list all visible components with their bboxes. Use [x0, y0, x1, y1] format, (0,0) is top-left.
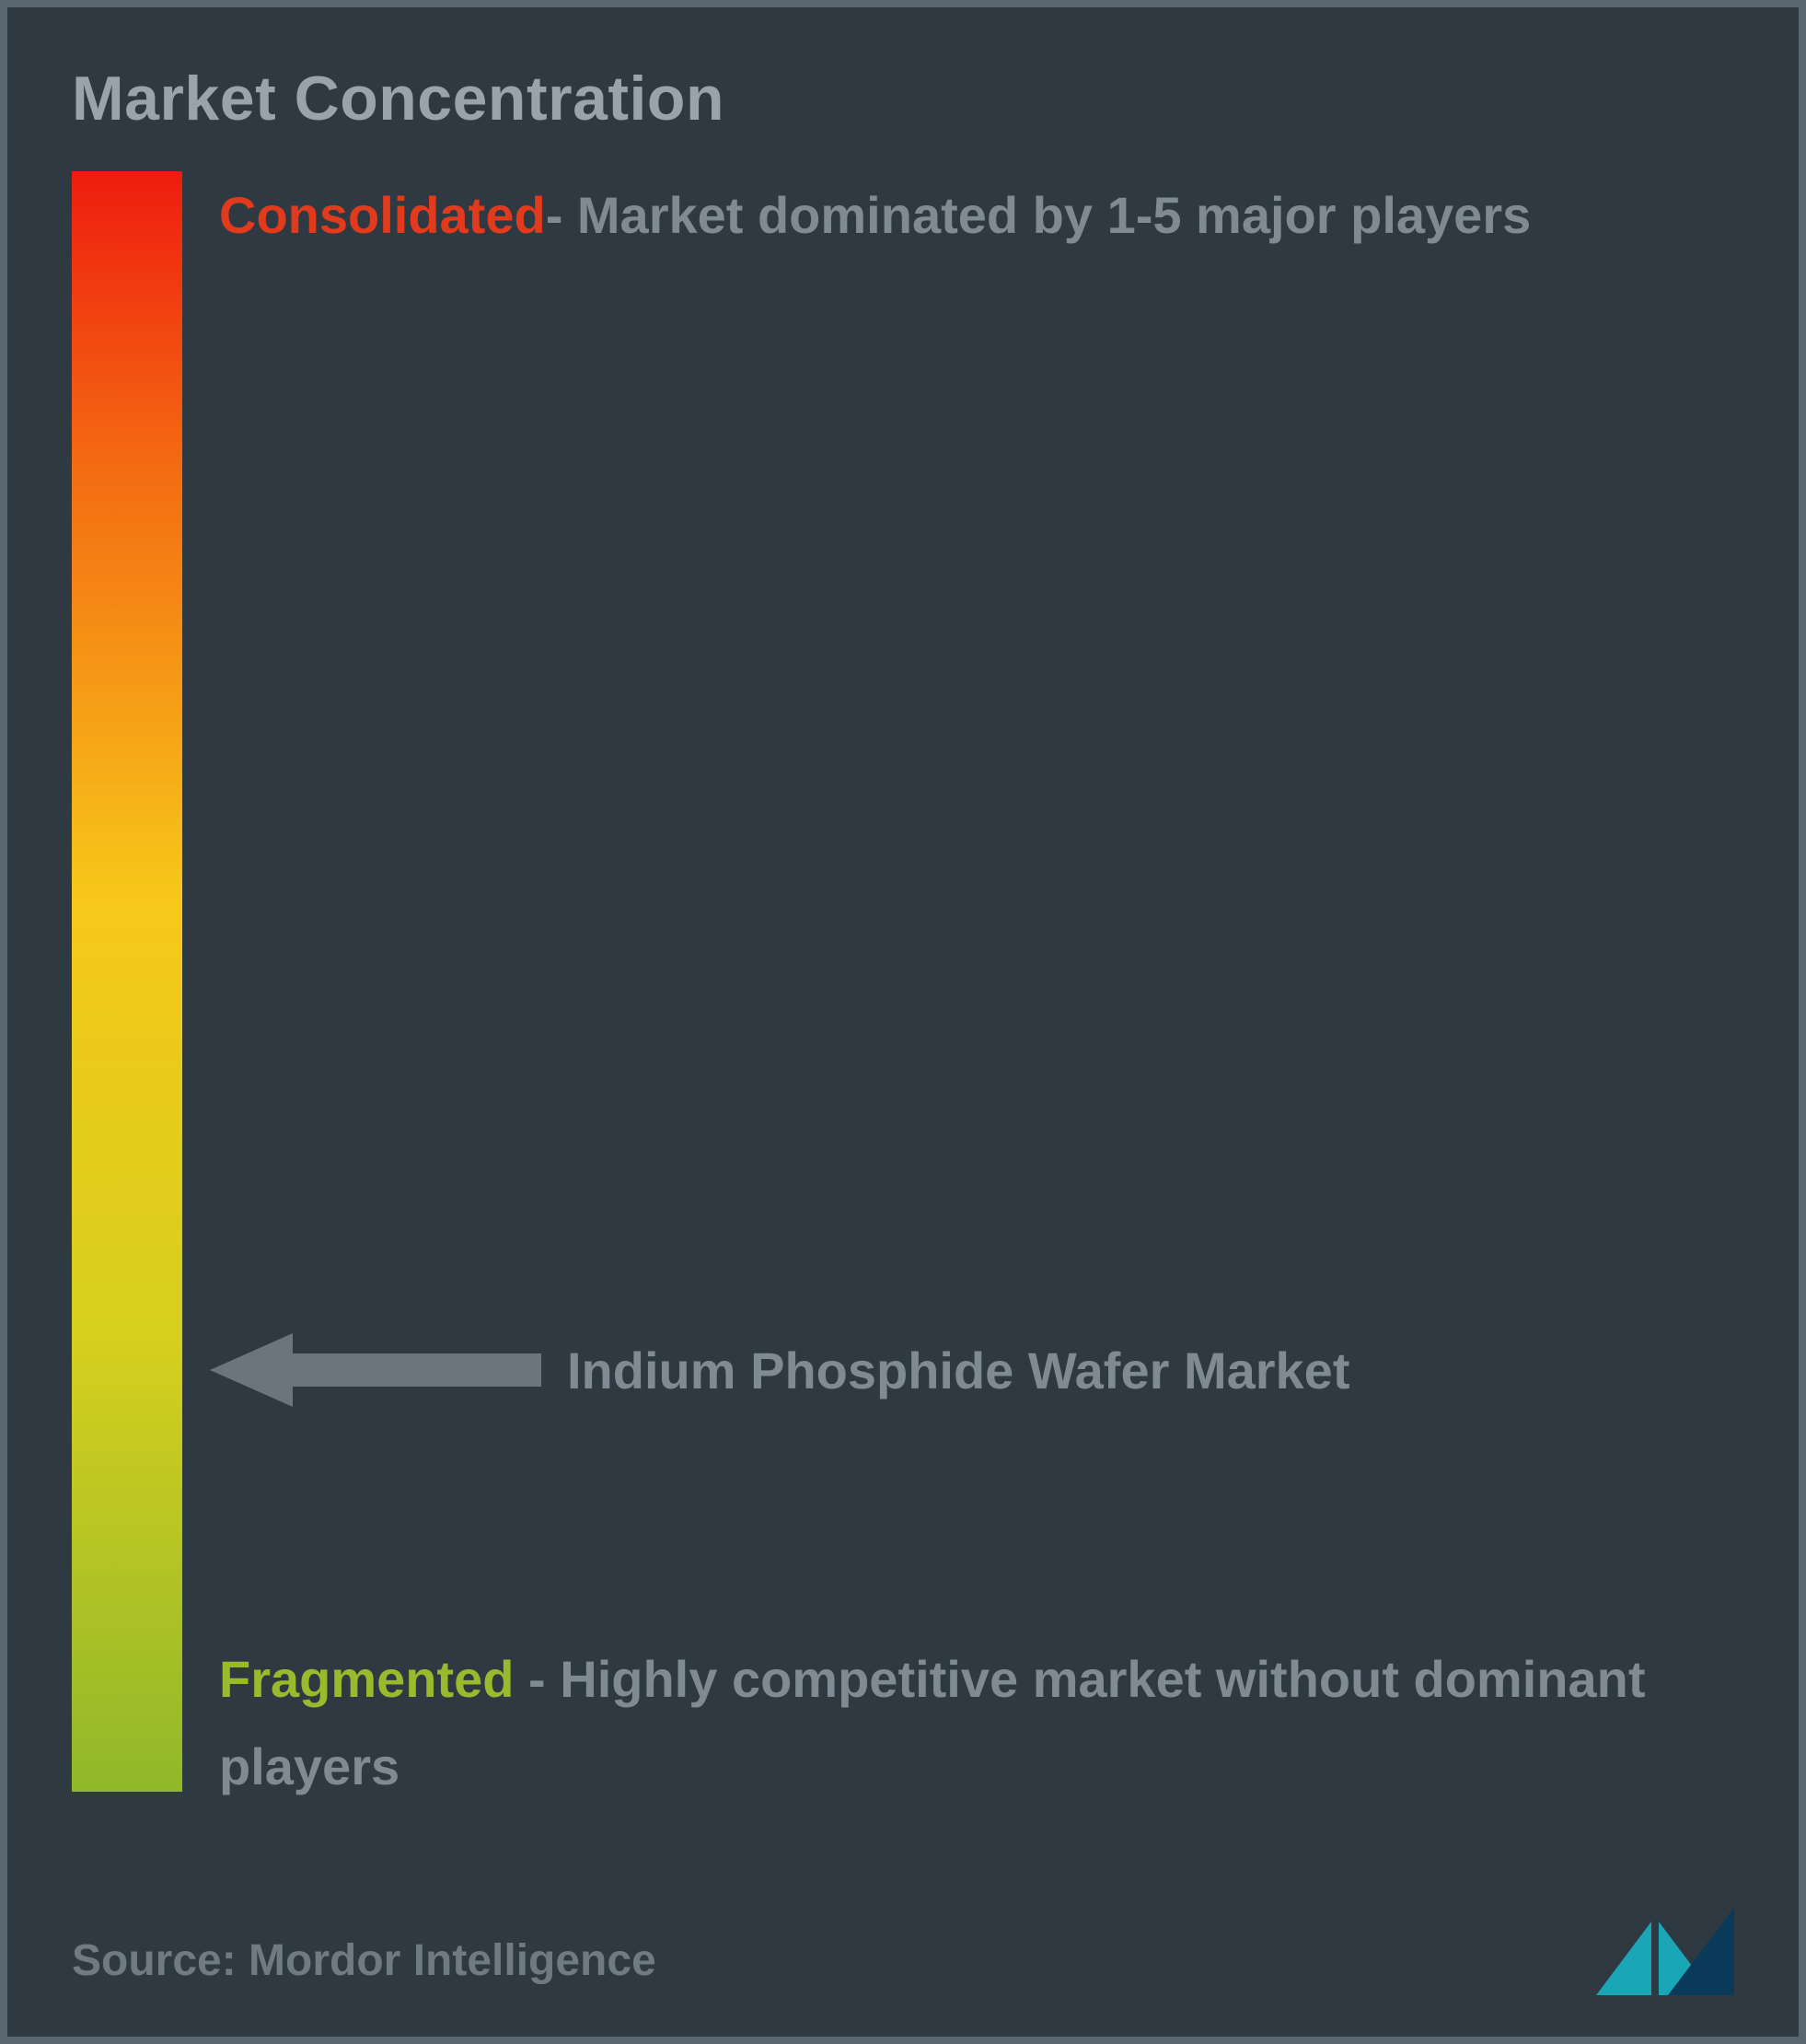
arrow-shape	[210, 1333, 541, 1407]
consolidated-keyword: Consolidated	[219, 186, 546, 244]
logo-tri-left	[1596, 1922, 1651, 1995]
arrow-left-icon	[210, 1333, 541, 1407]
source-attribution: Source: Mordor Intelligence	[72, 1935, 656, 1986]
page-title: Market Concentration	[72, 63, 1734, 134]
consolidated-desc: - Market dominated by 1-5 major players	[546, 186, 1532, 244]
infographic-card: Market Concentration Consolidated- Marke…	[0, 0, 1806, 2044]
brand-logo-icon	[1596, 1903, 1734, 1995]
market-pointer-row: Indium Phosphide Wafer Market	[210, 1333, 1716, 1407]
content-area: Consolidated- Market dominated by 1-5 ma…	[72, 171, 1734, 1897]
fragmented-label: Fragmented - Highly competitive market w…	[219, 1635, 1716, 1810]
concentration-gradient-bar	[72, 171, 182, 1792]
market-pointer-label: Indium Phosphide Wafer Market	[567, 1341, 1349, 1400]
fragmented-keyword: Fragmented	[219, 1650, 515, 1708]
consolidated-label: Consolidated- Market dominated by 1-5 ma…	[219, 171, 1716, 259]
